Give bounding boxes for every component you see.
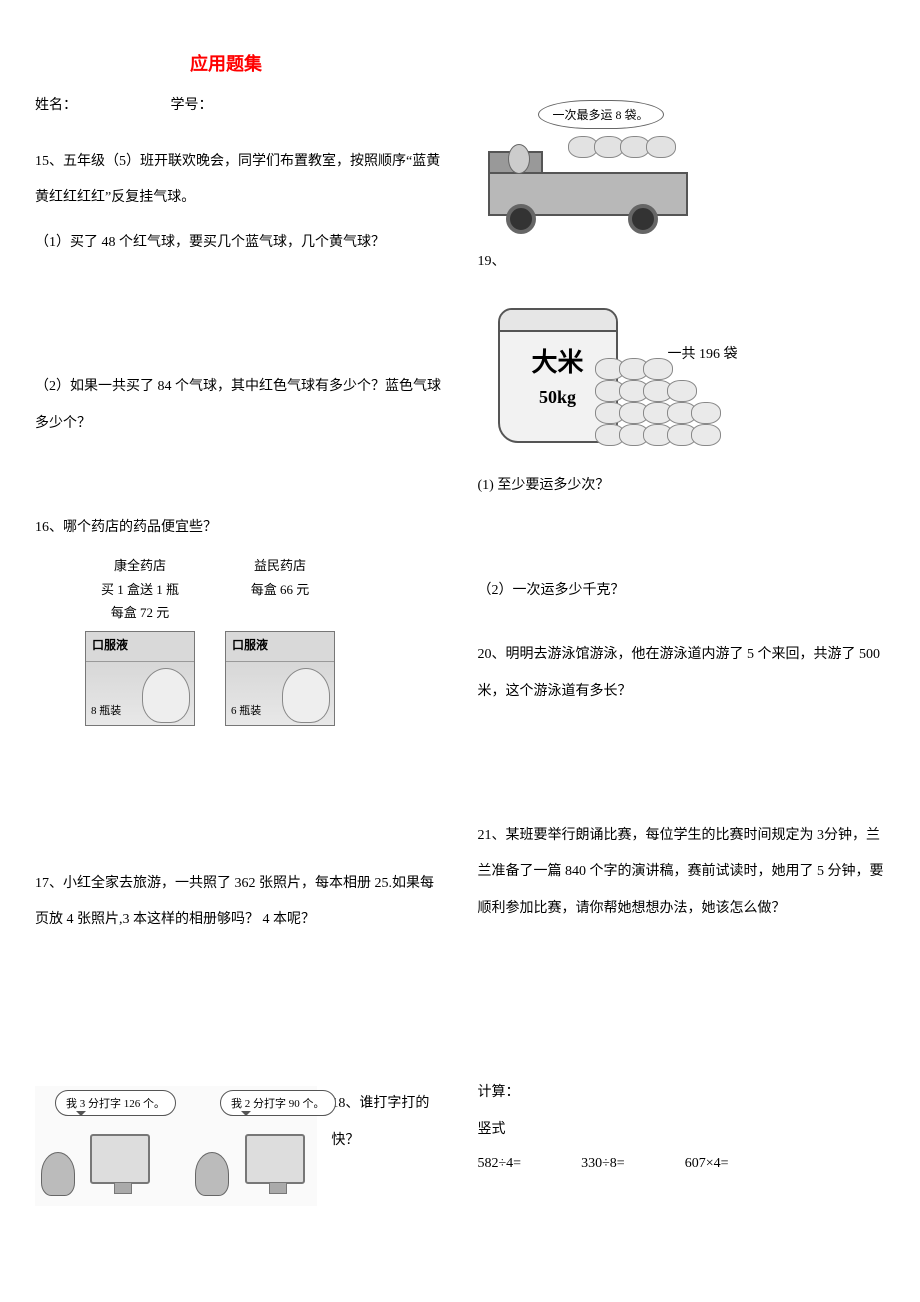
- typing-scene: 我 3 分打字 126 个。 我 2 分打字 90 个。: [35, 1086, 317, 1206]
- pharmacy-a-deal: 买 1 盒送 1 瓶: [85, 578, 195, 601]
- rice-pile-icon: [598, 358, 738, 446]
- face-icon: [282, 668, 330, 723]
- q18-block: 我 3 分打字 126 个。 我 2 分打字 90 个。 18、谁打字打的快？: [35, 1086, 443, 1206]
- two-column-layout: 姓名： 学号： 15、五年级（5）班开联欢晚会，同学们布置教室，按照顺序“蓝黄黄…: [35, 94, 885, 1206]
- pharmacy-a-name: 康全药店: [85, 554, 195, 577]
- q19-part2: （2）一次运多少千克？: [478, 573, 886, 609]
- truck-scene: 一次最多运 8 袋。: [478, 94, 698, 234]
- calc-c: 607×4=: [685, 1156, 729, 1172]
- left-column: 姓名： 学号： 15、五年级（5）班开联欢晚会，同学们布置教室，按照顺序“蓝黄黄…: [35, 94, 443, 1206]
- right-column: 一次最多运 8 袋。 19、 大米 50kg 一共 196 袋: [478, 94, 886, 1206]
- monitor-icon: [245, 1134, 305, 1184]
- id-label: 学号：: [171, 98, 213, 113]
- page-title: 应用题集: [190, 50, 885, 76]
- medicine-b-top: 口服液: [226, 632, 334, 662]
- q15-part1: （1）买了 48 个红气球，要买几个蓝气球，几个黄气球？: [35, 225, 443, 261]
- pharmacy-b: 益民药店 每盒 66 元 口服液 6 瓶装: [225, 554, 335, 725]
- calc-row: 582÷4= 330÷8= 607×4=: [478, 1156, 886, 1172]
- q19-label: 19、: [478, 244, 886, 280]
- driver-icon: [508, 144, 530, 174]
- medicine-box-b: 口服液 6 瓶装: [225, 631, 335, 726]
- medicine-a-top: 口服液: [86, 632, 194, 662]
- q18-text: 18、谁打字打的快？: [331, 1086, 442, 1159]
- q20-text: 20、明明去游泳馆游泳，他在游泳道内游了 5 个来回，共游了 500 米，这个游…: [478, 637, 886, 710]
- rice-total: 一共 196 袋: [668, 343, 738, 363]
- truck-bubble: 一次最多运 8 袋。: [538, 100, 664, 129]
- calc-sub: 竖式: [478, 1112, 886, 1148]
- q15-part2: （2）如果一共买了 84 个气球，其中红色气球有多少个？蓝色气球多少个？: [35, 369, 443, 442]
- rice-scene: 大米 50kg 一共 196 袋: [478, 288, 738, 458]
- calc-a: 582÷4=: [478, 1156, 522, 1172]
- typing-bubble-b: 我 2 分打字 90 个。: [220, 1090, 336, 1116]
- wheel-icon: [506, 204, 536, 234]
- medicine-a-pack: 8 瓶装: [86, 699, 126, 725]
- pharmacy-b-name: 益民药店: [225, 554, 335, 577]
- calc-b: 330÷8=: [581, 1156, 625, 1172]
- person-icon: [195, 1152, 229, 1196]
- pharmacy-a: 康全药店 买 1 盒送 1 瓶 每盒 72 元 口服液 8 瓶装: [85, 554, 195, 725]
- pharmacy-compare: 康全药店 买 1 盒送 1 瓶 每盒 72 元 口服液 8 瓶装 益民药店 每盒…: [85, 554, 443, 725]
- wheel-icon: [628, 204, 658, 234]
- q17-text: 17、小红全家去旅游，一共照了 362 张照片，每本相册 25.如果每页放 4 …: [35, 866, 443, 939]
- q16-text: 16、哪个药店的药品便宜些？: [35, 510, 443, 546]
- pharmacy-a-price: 每盒 72 元: [85, 601, 195, 624]
- sack-pile-icon: [570, 138, 680, 174]
- student-header: 姓名： 学号：: [35, 94, 443, 114]
- q21-text: 21、某班要举行朗诵比赛，每位学生的比赛时间规定为 3分钟，兰兰准备了一篇 84…: [478, 818, 886, 927]
- q15-intro: 15、五年级（5）班开联欢晚会，同学们布置教室，按照顺序“蓝黄黄红红红红”反复挂…: [35, 144, 443, 217]
- person-icon: [41, 1152, 75, 1196]
- name-label: 姓名：: [35, 98, 77, 113]
- face-icon: [142, 668, 190, 723]
- typing-bubble-a: 我 3 分打字 126 个。: [55, 1090, 176, 1116]
- monitor-icon: [90, 1134, 150, 1184]
- pharmacy-b-price: 每盒 66 元: [225, 578, 335, 601]
- medicine-box-a: 口服液 8 瓶装: [85, 631, 195, 726]
- medicine-b-pack: 6 瓶装: [226, 699, 266, 725]
- calc-label: 计算：: [478, 1075, 886, 1111]
- q19-part1: (1) 至少要运多少次？: [478, 468, 886, 504]
